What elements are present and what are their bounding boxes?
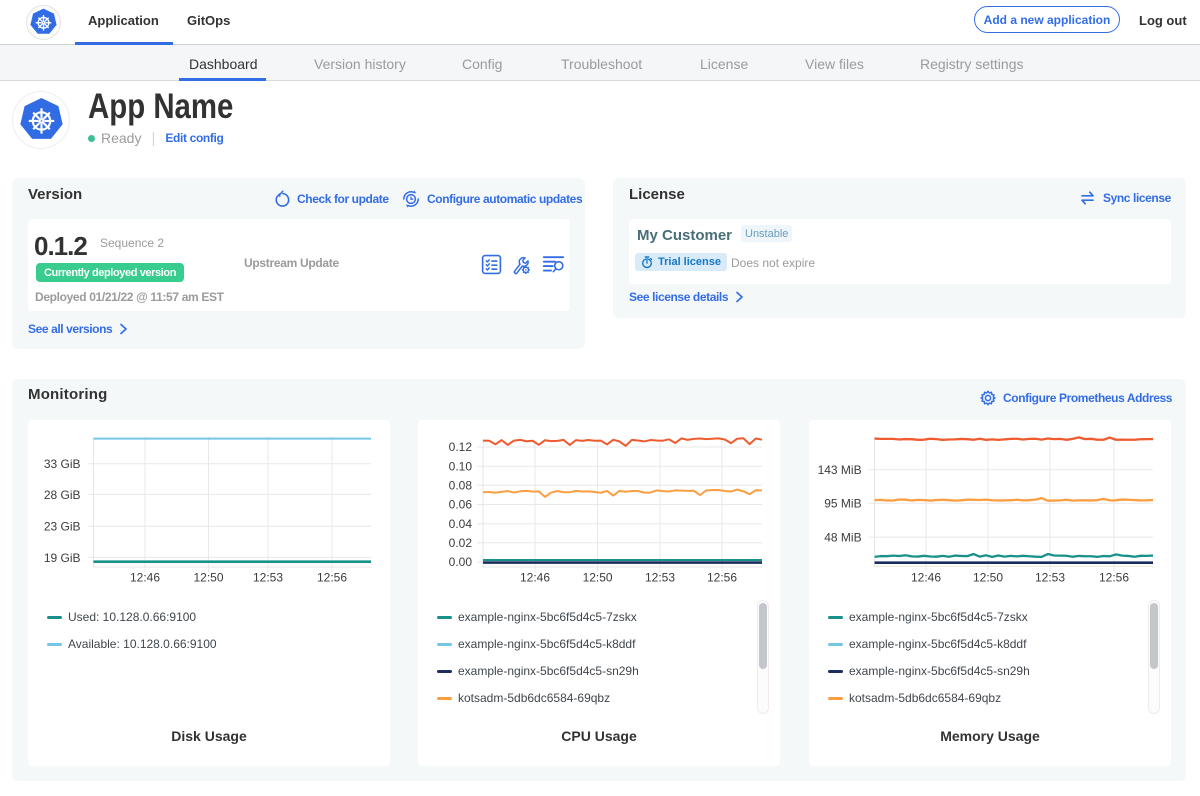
svg-text:143 MiB: 143 MiB [818,463,862,477]
svg-text:12:56: 12:56 [317,571,347,585]
svg-text:12:56: 12:56 [707,571,737,585]
svg-text:12:56: 12:56 [1099,571,1129,585]
svg-text:12:46: 12:46 [520,571,550,585]
svg-text:12:53: 12:53 [253,571,283,585]
svg-text:12:50: 12:50 [583,571,613,585]
svg-text:0.06: 0.06 [449,498,473,512]
svg-text:23 GiB: 23 GiB [44,520,81,534]
svg-text:0.12: 0.12 [449,440,473,454]
svg-text:12:50: 12:50 [973,571,1003,585]
svg-text:28 GiB: 28 GiB [44,488,81,502]
svg-text:0.10: 0.10 [449,459,473,473]
svg-text:12:53: 12:53 [645,571,675,585]
svg-text:48 MiB: 48 MiB [824,530,861,544]
svg-text:95 MiB: 95 MiB [824,497,861,511]
svg-text:12:50: 12:50 [193,571,223,585]
svg-text:19 GiB: 19 GiB [44,551,81,565]
svg-text:12:46: 12:46 [130,571,160,585]
svg-text:0.04: 0.04 [449,517,473,531]
svg-text:0.00: 0.00 [449,555,473,569]
svg-text:12:53: 12:53 [1035,571,1065,585]
svg-text:0.02: 0.02 [449,536,473,550]
svg-text:12:46: 12:46 [911,571,941,585]
svg-text:0.08: 0.08 [449,479,473,493]
svg-text:33 GiB: 33 GiB [44,457,81,471]
